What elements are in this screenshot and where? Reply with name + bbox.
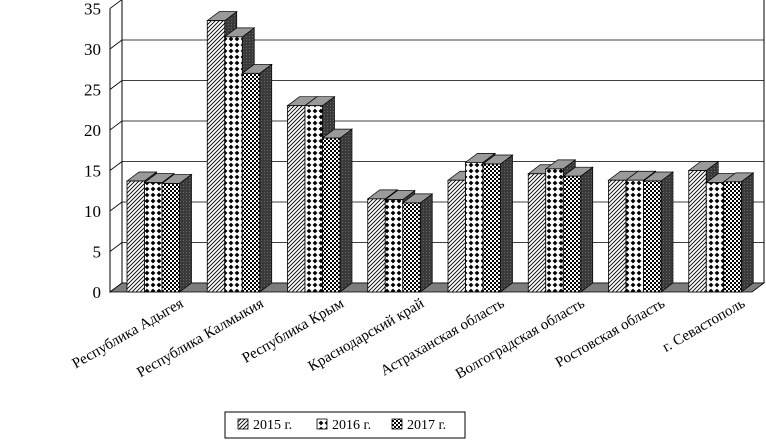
- bar-side: [179, 173, 192, 293]
- bar-side: [740, 172, 754, 293]
- bars: [125, 10, 755, 293]
- y-tick-label: 35: [84, 0, 101, 19]
- y-tick-label: 30: [84, 40, 101, 59]
- bar-front: [322, 137, 341, 293]
- bar-front: [705, 182, 725, 293]
- legend-box: [224, 411, 466, 439]
- bar-front: [562, 175, 582, 293]
- legend: 2015 г. 2016 г. 2017 г.: [224, 411, 466, 439]
- bar-side: [580, 166, 594, 293]
- bar-front: [224, 36, 243, 293]
- bar-front: [402, 202, 421, 293]
- bar-side: [419, 193, 433, 293]
- y-axis-ticks: 0 5 10 15 20 25 30 35: [84, 0, 101, 302]
- y-tick-label: 10: [84, 202, 101, 221]
- bar-front: [608, 179, 627, 293]
- bar: [562, 166, 594, 293]
- bar-side: [500, 154, 513, 293]
- gridline-depth: [109, 80, 123, 90]
- bar: [642, 171, 675, 293]
- bar-front: [482, 163, 501, 293]
- bar-side: [259, 63, 273, 293]
- bar: [160, 173, 193, 293]
- y-tick-label: 15: [84, 162, 101, 181]
- x-category-label: Волгоградская область: [453, 296, 588, 383]
- bar-front: [643, 180, 662, 293]
- bar-front: [126, 180, 145, 293]
- legend-swatch: [316, 418, 328, 430]
- bar-front: [161, 183, 180, 293]
- bar-front: [545, 168, 564, 293]
- bar: [722, 172, 755, 293]
- bar: [241, 63, 273, 293]
- bar-front: [688, 170, 707, 293]
- bar-side: [660, 171, 674, 293]
- gridline-depth: [109, 120, 123, 131]
- gridline-depth: [109, 201, 123, 212]
- bar-front: [384, 199, 404, 293]
- bar-side: [339, 128, 353, 293]
- legend-label: 2016 г.: [332, 418, 371, 433]
- gridline-depth: [109, 161, 123, 171]
- legend-label: 2017 г.: [407, 418, 446, 433]
- legend-swatch: [237, 418, 249, 430]
- bar-front: [206, 20, 226, 293]
- bar-front: [241, 72, 261, 293]
- gridline-depth: [109, 39, 123, 50]
- bar: [481, 154, 514, 293]
- bar-front: [465, 161, 484, 293]
- y-tick-label: 20: [84, 121, 101, 140]
- bar-front: [527, 173, 547, 293]
- bar-front: [367, 198, 386, 293]
- bar-front: [723, 181, 742, 293]
- bar: [321, 128, 354, 293]
- legend-swatch: [391, 418, 403, 430]
- bar: [401, 193, 434, 293]
- bar-front: [144, 182, 163, 293]
- bar-front: [304, 105, 323, 293]
- legend-label: 2015 г.: [253, 418, 292, 433]
- y-tick-label: 0: [93, 283, 102, 302]
- gridline-depth: [109, 0, 122, 9]
- y-tick-label: 25: [84, 81, 101, 100]
- bar-front: [447, 179, 466, 293]
- bar-front: [625, 179, 644, 293]
- gridline-depth: [109, 242, 123, 252]
- x-category-label: г. Севастополь: [660, 296, 748, 356]
- bar-front: [287, 105, 306, 293]
- y-tick-label: 5: [93, 243, 102, 262]
